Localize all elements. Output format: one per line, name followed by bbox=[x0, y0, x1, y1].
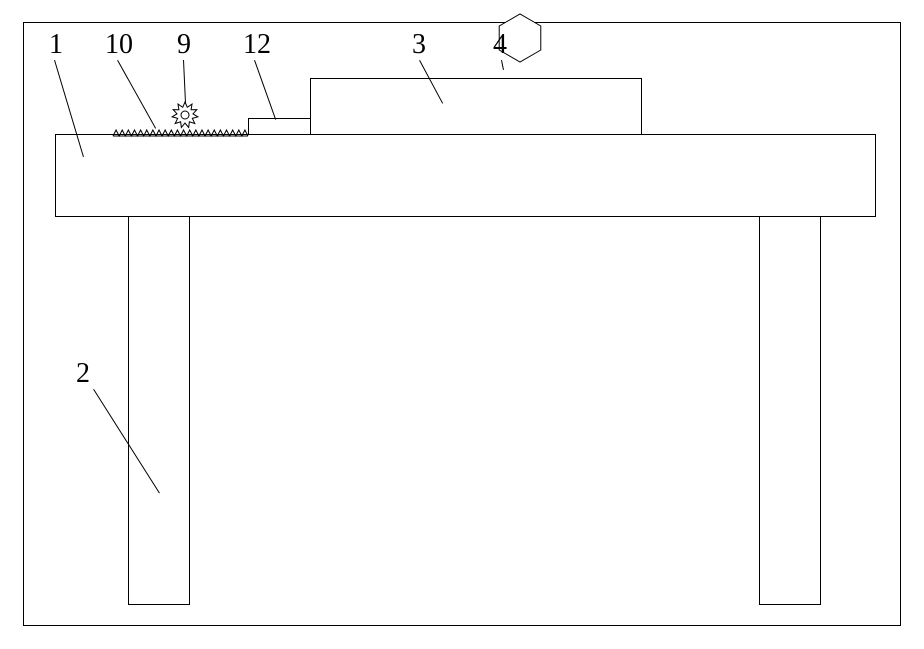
part-leg-left bbox=[128, 217, 190, 605]
part-gear bbox=[170, 100, 200, 130]
part-leg-right bbox=[759, 217, 821, 605]
part-slider bbox=[248, 118, 311, 135]
ref-number-12: 12 bbox=[243, 29, 271, 61]
ref-number-10: 10 bbox=[105, 29, 133, 61]
part-box bbox=[310, 78, 642, 135]
ref-number-3: 3 bbox=[412, 29, 426, 61]
ref-number-2: 2 bbox=[76, 358, 90, 390]
ref-number-4: 4 bbox=[493, 29, 507, 61]
ref-number-1: 1 bbox=[49, 29, 63, 61]
ref-number-9: 9 bbox=[177, 29, 191, 61]
part-tabletop bbox=[55, 134, 876, 217]
